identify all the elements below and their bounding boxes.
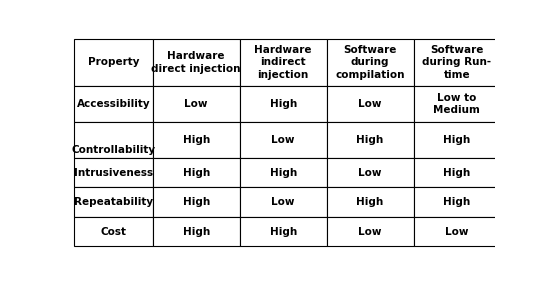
- Text: Low: Low: [359, 227, 382, 237]
- Text: Low: Low: [445, 227, 469, 237]
- Bar: [327, 122, 414, 158]
- Bar: [240, 39, 327, 86]
- Text: Low: Low: [359, 99, 382, 109]
- Text: Hardware
indirect
injection: Hardware indirect injection: [255, 45, 312, 80]
- Text: Low to
Medium: Low to Medium: [433, 93, 480, 115]
- Bar: [240, 86, 327, 122]
- Bar: [240, 217, 327, 246]
- Bar: [327, 86, 414, 122]
- Text: Repeatability: Repeatability: [74, 197, 153, 207]
- Text: High: High: [443, 167, 470, 178]
- Bar: [74, 187, 153, 217]
- Bar: [327, 158, 414, 187]
- Text: Low: Low: [184, 99, 208, 109]
- Text: Software
during Run-
time: Software during Run- time: [422, 45, 491, 80]
- Text: Low: Low: [271, 135, 295, 145]
- Bar: [240, 122, 327, 158]
- Bar: [240, 187, 327, 217]
- Text: High: High: [270, 167, 297, 178]
- Text: High: High: [183, 227, 210, 237]
- Text: High: High: [443, 135, 470, 145]
- Bar: [153, 187, 240, 217]
- Bar: [414, 187, 500, 217]
- Text: Hardware
direct injection: Hardware direct injection: [151, 51, 241, 74]
- Bar: [414, 39, 500, 86]
- Text: Controllability: Controllability: [72, 145, 155, 155]
- Text: High: High: [183, 197, 210, 207]
- Text: High: High: [183, 167, 210, 178]
- Bar: [74, 217, 153, 246]
- Text: Low: Low: [271, 197, 295, 207]
- Bar: [153, 158, 240, 187]
- Text: High: High: [356, 135, 384, 145]
- Text: High: High: [356, 197, 384, 207]
- Bar: [414, 217, 500, 246]
- Bar: [240, 158, 327, 187]
- Text: High: High: [270, 227, 297, 237]
- Text: High: High: [270, 99, 297, 109]
- Bar: [414, 86, 500, 122]
- Text: High: High: [183, 135, 210, 145]
- Text: Low: Low: [359, 167, 382, 178]
- Bar: [153, 86, 240, 122]
- Bar: [74, 122, 153, 158]
- Bar: [327, 187, 414, 217]
- Bar: [153, 217, 240, 246]
- Text: Cost: Cost: [100, 227, 126, 237]
- Bar: [414, 122, 500, 158]
- Bar: [414, 158, 500, 187]
- Bar: [153, 122, 240, 158]
- Bar: [327, 39, 414, 86]
- Bar: [74, 86, 153, 122]
- Text: Property: Property: [87, 57, 139, 68]
- Text: High: High: [443, 197, 470, 207]
- Bar: [74, 39, 153, 86]
- Text: Accessibility: Accessibility: [76, 99, 150, 109]
- Bar: [74, 158, 153, 187]
- Bar: [153, 39, 240, 86]
- Text: Software
during
compilation: Software during compilation: [336, 45, 405, 80]
- Text: Intrusiveness: Intrusiveness: [74, 167, 153, 178]
- Bar: [327, 217, 414, 246]
